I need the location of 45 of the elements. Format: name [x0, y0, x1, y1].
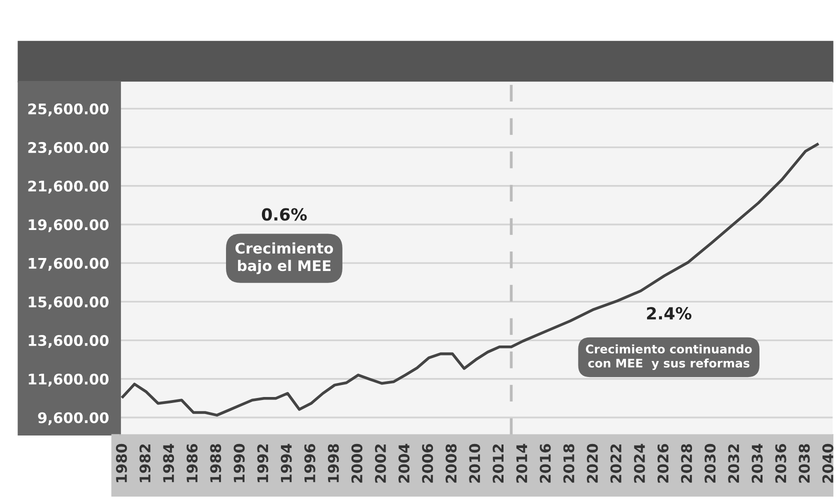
x-tick-label: 2026 [658, 444, 669, 483]
x-tick-label: 2036 [775, 444, 786, 483]
y-tick-label: 19,600.00 [28, 219, 109, 232]
x-tick-label: 2000 [351, 444, 362, 483]
x-tick-label: 2022 [610, 444, 622, 483]
x-tick-label: 2002 [374, 444, 386, 483]
y-tick-label: 13,600.00 [28, 335, 109, 348]
x-tick-label: 1996 [304, 444, 316, 482]
x-tick-label: 2030 [704, 444, 716, 483]
x-tick-label: 1998 [328, 444, 339, 482]
x-tick-label: 1982 [139, 444, 151, 482]
x-tick-label: 1984 [163, 444, 174, 482]
x-tick-label: 2004 [398, 444, 410, 483]
annotation: 0.6% [262, 208, 307, 221]
y-tick-label: 9,600.00 [38, 412, 109, 426]
x-tick-label: 2040 [822, 444, 834, 483]
line-series [121, 143, 819, 417]
x-tick-label: 2032 [728, 444, 740, 483]
x-tick-label: 2016 [540, 444, 551, 483]
y-tick-label: 23,600.00 [28, 142, 109, 155]
x-tick-label: 2028 [681, 444, 692, 483]
x-tick-label: 2010 [469, 444, 480, 483]
x-tick-label: 2018 [563, 444, 574, 483]
x-tick-label: 2014 [516, 444, 528, 483]
x-tick-label: 1992 [257, 444, 268, 482]
x-tick-label: 2038 [798, 444, 810, 483]
y-tick-label: 17,600.00 [28, 258, 109, 271]
annotation: Crecimiento bajo el MEE [235, 242, 334, 274]
x-tick-label: 1990 [234, 444, 245, 482]
x-tick-label: 1986 [186, 444, 198, 482]
x-tick-label: 1980 [116, 444, 127, 482]
x-tick-label: 2012 [492, 444, 504, 483]
x-tick-label: 2006 [422, 444, 434, 483]
x-tick-label: 2008 [446, 444, 457, 483]
y-tick-label: 21,600.00 [28, 180, 109, 194]
x-tick-label: 2024 [634, 444, 645, 483]
x-tick-label: 1994 [280, 444, 292, 482]
annotation: 2.4% [647, 307, 692, 320]
annotation: Crecimiento continuando con MEE y sus reformas [586, 344, 752, 370]
y-tick-label: 15,600.00 [28, 296, 109, 310]
y-tick-label: 25,600.00 [28, 103, 109, 116]
x-tick-label: 1988 [210, 444, 222, 482]
y-tick-label: 11,600.00 [28, 374, 109, 387]
x-tick-label: 2034 [752, 444, 763, 483]
x-tick-label: 2020 [586, 444, 598, 483]
